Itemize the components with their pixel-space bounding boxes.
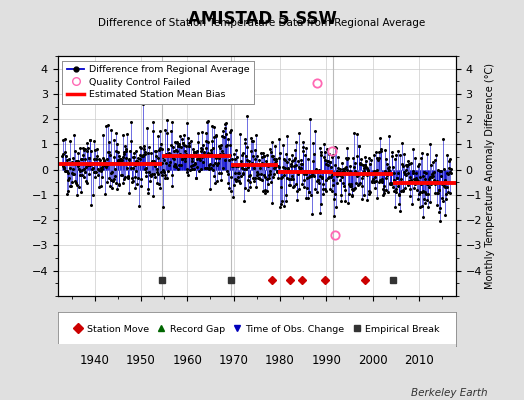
Text: 1950: 1950 — [126, 354, 156, 367]
Text: 2010: 2010 — [404, 354, 434, 367]
Text: 2000: 2000 — [358, 354, 387, 367]
Text: 1960: 1960 — [172, 354, 202, 367]
Text: AMISTAD 5 SSW: AMISTAD 5 SSW — [188, 10, 336, 28]
Text: 1980: 1980 — [265, 354, 295, 367]
Text: 1970: 1970 — [219, 354, 248, 367]
Legend: Difference from Regional Average, Quality Control Failed, Estimated Station Mean: Difference from Regional Average, Qualit… — [62, 61, 254, 104]
Y-axis label: Monthly Temperature Anomaly Difference (°C): Monthly Temperature Anomaly Difference (… — [485, 63, 495, 289]
Text: 1940: 1940 — [80, 354, 110, 367]
Text: Berkeley Earth: Berkeley Earth — [411, 388, 487, 398]
Text: Difference of Station Temperature Data from Regional Average: Difference of Station Temperature Data f… — [99, 18, 425, 28]
Text: 1990: 1990 — [311, 354, 341, 367]
Legend: Station Move, Record Gap, Time of Obs. Change, Empirical Break: Station Move, Record Gap, Time of Obs. C… — [70, 321, 444, 337]
